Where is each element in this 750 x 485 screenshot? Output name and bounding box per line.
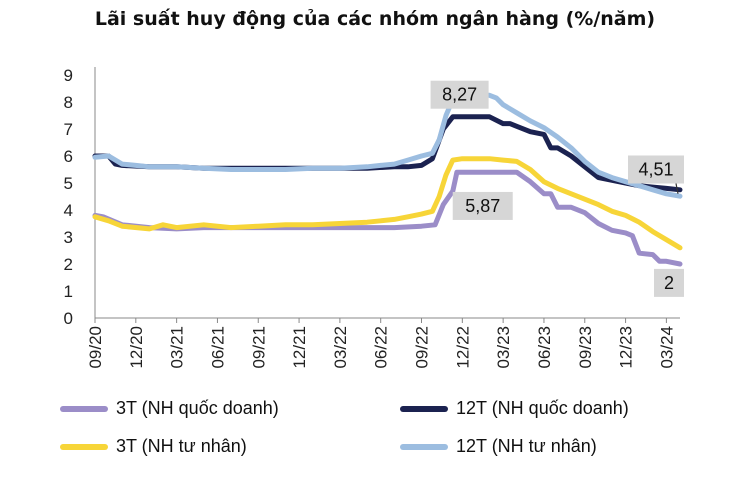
y-tick-label: 6 <box>64 147 73 166</box>
legend-label: 12T (NH quốc doanh) <box>456 398 629 418</box>
callout: 8,27 <box>430 80 489 109</box>
series-line-1 <box>92 114 683 193</box>
y-tick-label: 5 <box>64 174 73 193</box>
callout-box <box>628 155 684 184</box>
y-tick-label: 9 <box>64 66 73 85</box>
legend-label: 12T (NH tư nhân) <box>456 436 597 456</box>
x-tick-label: 09/21 <box>249 326 268 369</box>
callout-label: 4,51 <box>638 160 673 180</box>
series-line-2 <box>92 156 683 251</box>
callout-box <box>430 80 489 109</box>
series-lines <box>92 92 683 267</box>
legend-swatch <box>60 405 108 412</box>
callout-pointer <box>675 183 679 194</box>
legend-label: 3T (NH tư nhân) <box>116 436 247 456</box>
callout-box <box>654 268 684 297</box>
x-tick-label: 03/21 <box>168 326 187 369</box>
x-tick-label: 03/22 <box>331 326 350 369</box>
legend-label: 3T (NH quốc doanh) <box>116 398 279 418</box>
y-tick-label: 7 <box>64 120 73 139</box>
y-tick-label: 8 <box>64 93 73 112</box>
x-tick-label: 06/23 <box>535 326 554 369</box>
series-line-3 <box>92 92 683 199</box>
x-tick-label: 06/22 <box>372 326 391 369</box>
x-tick-label: 03/24 <box>657 326 676 369</box>
legend-item-12t-quoc-doanh: 12T (NH quốc doanh) <box>400 398 629 419</box>
legend-item-3t-tu-nhan: 3T (NH tư nhân) <box>60 436 247 457</box>
x-tick-label: 12/23 <box>617 326 636 369</box>
callout: 4,51 <box>628 155 684 184</box>
callout: 2 <box>654 268 684 297</box>
x-tick-label: 06/21 <box>208 326 227 369</box>
x-tick-label: 12/21 <box>290 326 309 369</box>
legend-item-3t-quoc-doanh: 3T (NH quốc doanh) <box>60 398 279 419</box>
legend-item-12t-tu-nhan: 12T (NH tư nhân) <box>400 436 597 457</box>
callout: 5,87 <box>452 191 513 220</box>
callouts: 8,27 5,87 4,51 2 <box>430 80 684 297</box>
callout-label: 5,87 <box>465 196 500 216</box>
x-tick-label: 12/22 <box>453 326 472 369</box>
callout-label: 8,27 <box>442 85 477 105</box>
x-tick-label: 03/23 <box>494 326 513 369</box>
callout-box <box>452 191 513 220</box>
axes: 0 1 2 3 4 5 6 7 8 9 09/20 12/20 03/21 06/21 09/21 12/21… <box>64 66 680 369</box>
legend-swatch <box>400 405 448 412</box>
x-tick-label: 09/23 <box>576 326 595 369</box>
y-tick-label: 2 <box>64 255 73 274</box>
callout-label: 2 <box>664 273 674 293</box>
x-tick-label: 12/20 <box>127 326 146 369</box>
y-tick-label: 1 <box>64 282 73 301</box>
x-tick-label: 09/20 <box>86 326 105 369</box>
x-tick-label: 09/22 <box>413 326 432 369</box>
legend-swatch <box>60 443 108 450</box>
y-tick-label: 3 <box>64 228 73 247</box>
y-tick-label: 0 <box>64 309 73 328</box>
y-tick-label: 4 <box>64 201 73 220</box>
chart-title: Lãi suất huy động của các nhóm ngân hàng… <box>94 8 656 30</box>
legend-swatch <box>400 443 448 450</box>
